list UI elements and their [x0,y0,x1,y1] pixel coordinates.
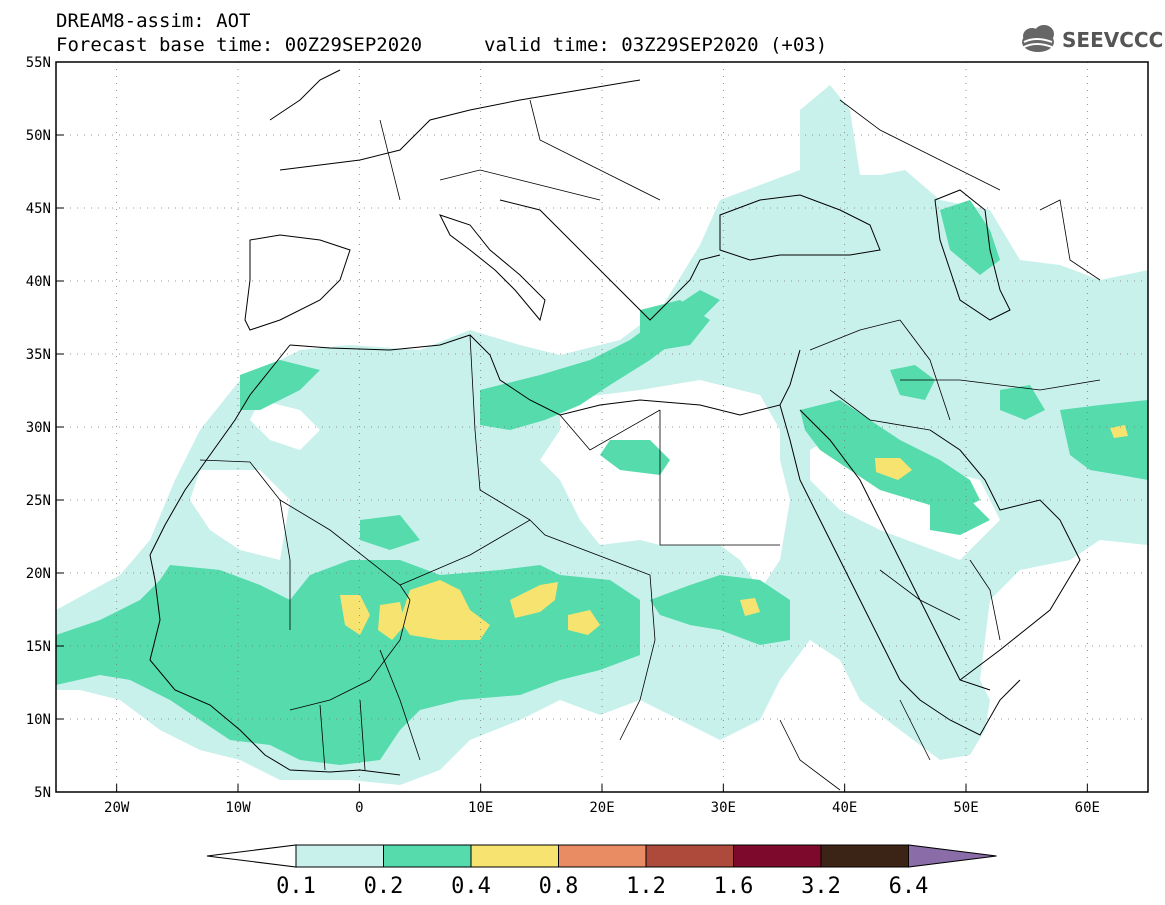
logo-text: SEEVCCC [1062,28,1164,52]
lat-label: 35N [26,347,51,363]
colorbar-label: 3.2 [801,874,841,899]
colorbar-label: 0.8 [539,874,579,899]
cloud-icon [1022,25,1054,52]
colorbar-segment [383,844,472,868]
lat-label: 20N [26,566,51,582]
latitude-axis: 55N 50N 45N 40N 35N 30N 25N 20N 15N 10N 5N [26,55,64,801]
lat-label: 5N [34,785,51,801]
longitude-axis: 20W 10W 0 10E 20E 30E 40E 50E 60E [104,784,1100,816]
valid-time: valid time: 03Z29SEP2020 (+03) [484,34,828,56]
colorbar-label: 0.4 [451,874,491,899]
colorbar-label: 6.4 [889,874,929,899]
map-title: DREAM8-assim: AOT [56,10,251,32]
colorbar-segment [558,844,647,868]
lat-label: 55N [26,55,51,71]
aot-shading [56,85,1148,785]
lat-label: 50N [26,128,51,144]
lat-label: 40N [26,274,51,290]
lon-label: 20W [104,800,130,816]
lon-label: 50E [953,800,978,816]
forecast-base-time: Forecast base time: 00Z29SEP2020 [56,34,423,56]
country-borders [199,99,1101,791]
colorbar-segment [820,844,909,868]
lat-label: 25N [26,493,51,509]
colorbar-label: 1.6 [714,874,754,899]
lon-label: 0 [355,800,363,816]
coastlines [149,69,1081,776]
lat-label: 10N [26,712,51,728]
lon-label: 60E [1075,800,1100,816]
lon-label: 10E [468,800,493,816]
grid-lines [56,62,1148,792]
lat-label: 15N [26,639,51,655]
lat-label: 30N [26,420,51,436]
colorbar-label: 0.1 [276,874,316,899]
colorbar-segment [470,844,559,868]
seevccc-logo [1022,25,1054,52]
colorbar-segment [733,844,822,868]
lon-label: 20E [589,800,614,816]
colorbar-over-arrow [908,844,997,868]
colorbar-segment [645,844,734,868]
colorbar-label: 1.2 [626,874,666,899]
lon-label: 40E [832,800,857,816]
colorbar-under-arrow [206,844,297,868]
lat-label: 45N [26,201,51,217]
colorbar: 0.1 0.2 0.4 0.8 1.2 1.6 3.2 6.4 [206,844,997,899]
colorbar-segment [295,844,384,868]
lon-label: 30E [711,800,736,816]
colorbar-label: 0.2 [364,874,404,899]
lon-label: 10W [225,800,251,816]
